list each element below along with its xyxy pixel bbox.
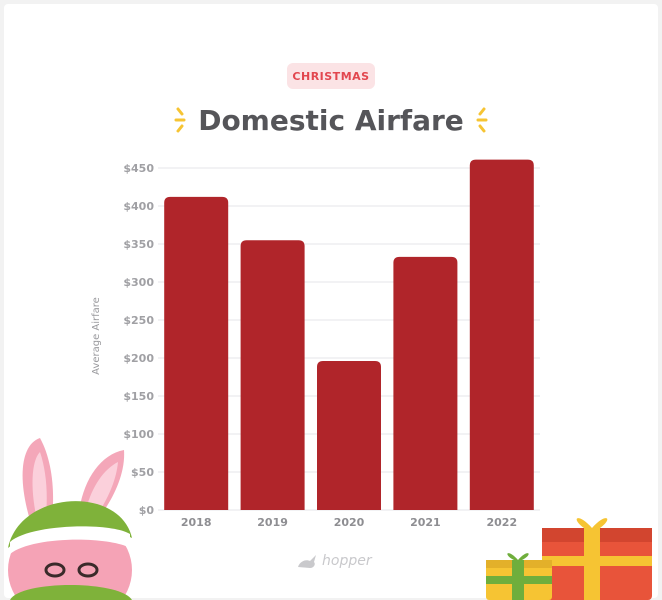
sparkle-left-icon [174,107,186,133]
sparkle-right-icon [476,107,488,133]
y-axis-label: Average Airfare [91,297,102,375]
bunny-logo-icon [298,555,316,568]
y-tick-label: $350 [123,238,154,251]
brand-logo: hopper [296,551,372,571]
y-tick-label: $0 [139,504,155,517]
category-badge: CHRISTMAS [287,63,375,89]
bar-2019 [240,240,305,510]
x-tick-label: 2019 [257,516,288,529]
gift-boxes-illustration [486,518,652,600]
y-tick-label: $100 [123,428,154,441]
bar-2022 [469,159,534,510]
x-tick-label: 2018 [181,516,212,529]
bars [164,159,534,510]
x-tick-label: 2022 [486,516,517,529]
y-axis-ticks: $0 $50 $100 $150 $200 $250 $300 $350 $400 $450 [123,162,154,517]
brand-name: hopper [322,553,372,569]
x-tick-label: 2020 [334,516,365,529]
y-tick-label: $300 [123,276,154,289]
y-tick-label: $250 [123,314,154,327]
bunny-elf-illustration [8,438,132,600]
bar-2020 [317,361,381,510]
y-tick-label: $200 [123,352,154,365]
bar-2021 [393,256,458,510]
y-tick-label: $400 [123,200,154,213]
y-tick-label: $150 [123,390,154,403]
bar-2018 [164,196,229,510]
y-tick-label: $50 [131,466,154,479]
chart-title: Domestic Airfare [198,103,464,137]
y-tick-label: $450 [123,162,154,175]
x-axis-ticks: 2018 2019 2020 2021 2022 [181,516,517,529]
chart-title-row: Domestic Airfare [0,96,662,144]
x-tick-label: 2021 [410,516,441,529]
